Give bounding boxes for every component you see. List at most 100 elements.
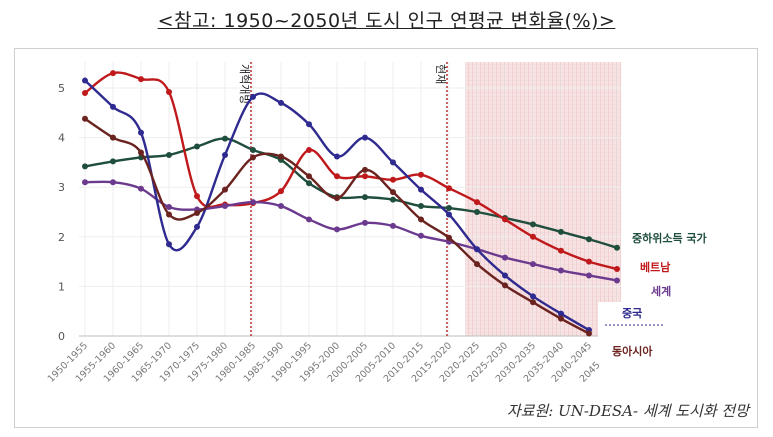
data-point xyxy=(138,185,144,192)
data-point xyxy=(474,246,480,253)
data-point xyxy=(250,147,256,153)
data-point xyxy=(334,195,340,202)
y-tick-label: 3 xyxy=(58,181,65,194)
data-point xyxy=(334,173,340,180)
data-point xyxy=(362,219,368,226)
data-point xyxy=(278,188,284,195)
annotation-label: 개혁개방 xyxy=(238,64,251,104)
data-point xyxy=(390,159,396,166)
chart-title: <참고: 1950~2050년 도시 인구 연평균 변화율(%)> xyxy=(157,10,616,32)
series-label: 중국 xyxy=(622,307,642,320)
data-point xyxy=(390,222,396,229)
data-point xyxy=(194,143,200,150)
data-point xyxy=(138,129,144,136)
data-point xyxy=(474,199,480,206)
data-point xyxy=(446,234,452,241)
series-label: 세계 xyxy=(651,284,671,298)
data-point xyxy=(558,267,564,274)
data-point xyxy=(446,211,452,218)
data-point xyxy=(390,196,396,203)
data-point xyxy=(250,93,256,100)
data-point xyxy=(278,153,284,160)
y-tick-label: 0 xyxy=(58,330,65,343)
data-point xyxy=(558,315,564,322)
data-point xyxy=(82,179,88,186)
data-point xyxy=(614,277,620,284)
data-point xyxy=(222,203,228,210)
y-tick-label: 2 xyxy=(58,231,65,244)
data-point xyxy=(586,272,592,279)
data-point xyxy=(362,134,368,141)
data-point xyxy=(558,310,564,317)
data-point xyxy=(502,282,508,289)
data-point xyxy=(614,244,620,251)
data-point xyxy=(446,185,452,192)
data-point xyxy=(334,226,340,233)
data-point xyxy=(166,204,172,211)
series-label: 중하위소득 국가 xyxy=(632,231,707,245)
data-point xyxy=(166,241,172,248)
data-point xyxy=(362,194,368,201)
data-point xyxy=(558,228,564,235)
data-point xyxy=(306,121,312,128)
y-tick-label: 5 xyxy=(58,82,65,95)
label-box xyxy=(598,302,668,364)
data-point xyxy=(82,89,88,96)
data-point xyxy=(558,247,564,254)
data-point xyxy=(278,203,284,210)
data-point xyxy=(250,199,256,206)
data-point xyxy=(474,261,480,268)
data-point xyxy=(82,115,88,122)
data-point xyxy=(390,176,396,183)
chart-frame xyxy=(14,48,758,428)
data-point xyxy=(586,258,592,265)
data-point xyxy=(418,186,424,193)
data-point xyxy=(530,299,536,306)
data-point xyxy=(530,233,536,240)
data-point xyxy=(306,216,312,223)
data-point xyxy=(138,76,144,83)
data-point xyxy=(418,232,424,239)
data-point xyxy=(222,151,228,158)
data-point xyxy=(418,203,424,210)
data-point xyxy=(418,216,424,223)
data-point xyxy=(390,189,396,196)
data-point xyxy=(362,173,368,180)
data-point xyxy=(250,154,256,161)
data-point xyxy=(194,209,200,216)
data-point xyxy=(418,171,424,178)
data-point xyxy=(586,236,592,243)
data-point xyxy=(194,193,200,200)
y-tick-label: 1 xyxy=(58,280,65,293)
data-point xyxy=(334,153,340,160)
data-point xyxy=(306,173,312,180)
y-tick-label: 4 xyxy=(58,132,65,145)
data-point xyxy=(530,261,536,268)
series-label: 베트남 xyxy=(640,260,670,274)
data-point xyxy=(82,163,88,170)
data-point xyxy=(586,330,592,337)
data-point xyxy=(82,77,88,84)
data-point xyxy=(110,179,116,186)
projection-region xyxy=(465,62,621,336)
data-point xyxy=(110,158,116,165)
data-point xyxy=(166,211,172,218)
data-point xyxy=(166,151,172,158)
data-point xyxy=(166,88,172,95)
data-point xyxy=(530,293,536,300)
data-point xyxy=(110,134,116,141)
data-point xyxy=(222,135,228,142)
data-point xyxy=(110,70,116,77)
data-point xyxy=(502,272,508,279)
data-point xyxy=(306,147,312,153)
data-point xyxy=(502,254,508,261)
data-point xyxy=(530,221,536,228)
annotation-label: 현재 xyxy=(434,64,447,84)
data-point xyxy=(194,223,200,230)
data-point xyxy=(138,149,144,156)
data-point xyxy=(362,166,368,173)
data-point xyxy=(306,180,312,187)
data-point xyxy=(446,205,452,212)
data-point xyxy=(474,209,480,215)
